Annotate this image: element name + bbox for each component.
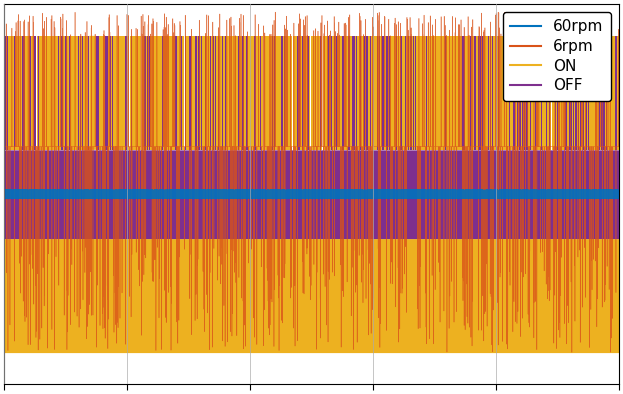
Legend: 60rpm, 6rpm, ON, OFF: 60rpm, 6rpm, ON, OFF	[503, 12, 611, 101]
